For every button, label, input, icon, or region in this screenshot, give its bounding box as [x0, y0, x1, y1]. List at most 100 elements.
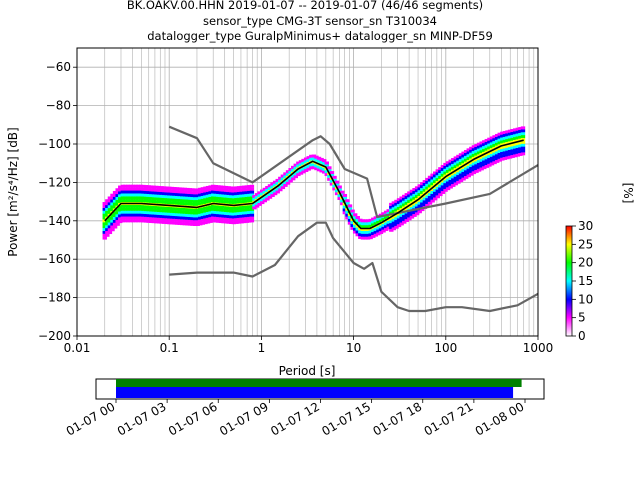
psd-cell	[507, 155, 513, 159]
psd-cell	[409, 192, 415, 196]
psd-cell	[420, 202, 425, 206]
psd-cell	[456, 174, 461, 178]
psd-cell	[244, 193, 249, 197]
psd-cell	[396, 198, 402, 202]
psd-cell	[494, 154, 500, 158]
psd-cell	[482, 151, 487, 155]
psd-cell	[358, 235, 363, 239]
psd-cell	[120, 199, 126, 203]
psd-cell	[133, 219, 138, 223]
psd-cell	[120, 190, 126, 194]
psd-cell	[453, 182, 459, 186]
psd-cell	[494, 156, 500, 160]
x-axis-label: Period [s]	[279, 364, 336, 378]
psd-cell	[311, 166, 317, 170]
psd-cell	[445, 169, 451, 173]
psd-cell	[239, 194, 244, 198]
psd-cell	[203, 218, 208, 222]
psd-cell	[172, 201, 177, 205]
psd-cell	[296, 170, 301, 174]
psd-cell	[474, 169, 479, 173]
psd-cell	[105, 233, 110, 237]
psd-cell	[234, 195, 239, 199]
psd-cell	[198, 222, 203, 226]
psd-cell	[115, 196, 120, 200]
time-tick-label: 01-08 00	[473, 399, 527, 438]
psd-cell	[345, 199, 350, 203]
psd-cell	[463, 161, 469, 165]
psd-cell	[396, 224, 402, 228]
psd-cell	[378, 228, 384, 232]
psd-cell	[115, 194, 120, 198]
psd-cell	[288, 176, 293, 180]
psd-cell	[291, 168, 296, 172]
psd-cell	[205, 206, 211, 210]
psd-cell	[469, 149, 474, 153]
psd-cell	[510, 140, 515, 144]
psd-cell	[241, 197, 247, 201]
psd-cell	[247, 213, 252, 217]
psd-cell	[515, 153, 521, 157]
psd-cell	[340, 199, 345, 203]
psd-cell	[422, 180, 428, 184]
psd-cell	[130, 196, 136, 200]
psd-cell	[187, 190, 193, 194]
psd-cell	[226, 220, 231, 224]
psd-cell	[112, 190, 118, 194]
psd-cell	[497, 149, 502, 153]
psd-cell	[180, 199, 185, 203]
psd-cell	[226, 197, 231, 201]
psd-cell	[435, 172, 440, 176]
psd-cell	[463, 152, 469, 156]
psd-cell	[414, 206, 420, 210]
psd-cell	[430, 196, 435, 200]
psd-cell	[231, 192, 237, 196]
psd-cell	[407, 217, 412, 221]
psd-cell	[241, 214, 247, 218]
psd-cell	[451, 175, 456, 179]
psd-cell	[125, 187, 131, 191]
psd-cell	[476, 162, 482, 166]
psd-cell	[180, 219, 185, 223]
psd-cell	[198, 190, 203, 194]
psd-cell	[205, 220, 211, 224]
psd-cell	[507, 135, 513, 139]
psd-cell	[373, 227, 379, 231]
psd-cell	[187, 199, 193, 203]
psd-cell	[298, 160, 304, 164]
psd-cell	[205, 200, 211, 204]
psd-cell	[513, 137, 518, 141]
psd-cell	[174, 190, 180, 194]
psd-cell	[130, 204, 136, 208]
psd-cell	[285, 178, 291, 182]
psd-cell	[417, 187, 422, 191]
psd-cell	[218, 211, 224, 215]
psd-cell	[383, 227, 389, 231]
psd-cell	[102, 230, 107, 234]
psd-cell	[412, 193, 417, 197]
psd-cell	[174, 195, 180, 199]
psd-cell	[192, 217, 198, 221]
psd-cell	[210, 213, 216, 217]
psd-cell	[146, 219, 151, 223]
psd-cell	[231, 198, 237, 202]
psd-cell	[210, 193, 216, 197]
psd-cell	[502, 148, 508, 152]
psd-cell	[123, 184, 128, 188]
psd-cell	[128, 187, 133, 191]
psd-cell	[301, 158, 306, 162]
psd-cell	[110, 228, 115, 232]
psd-cell	[267, 184, 273, 188]
psd-cell	[164, 195, 169, 199]
psd-cell	[138, 187, 144, 191]
psd-cell	[164, 186, 169, 190]
psd-cell	[136, 207, 141, 211]
psd-cell	[167, 215, 172, 219]
psd-cell	[306, 164, 311, 168]
psd-cell	[182, 190, 187, 194]
psd-cell	[427, 184, 433, 188]
psd-cell	[324, 164, 329, 168]
psd-cell	[427, 190, 433, 194]
psd-cell	[448, 165, 453, 169]
psd-cell	[394, 199, 399, 203]
